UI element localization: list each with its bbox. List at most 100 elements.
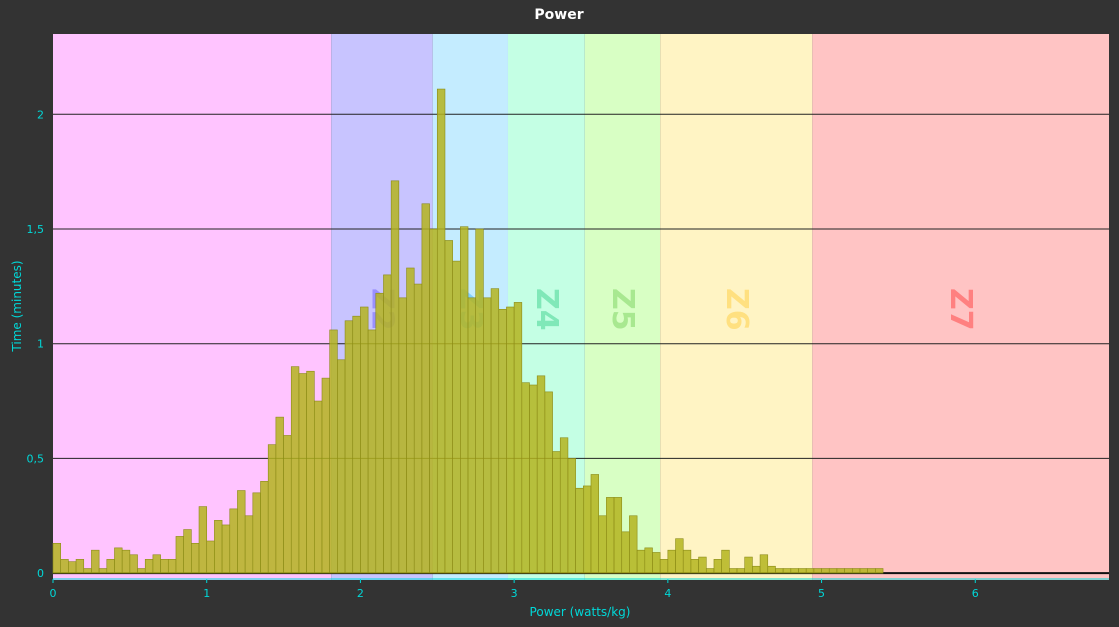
histogram-bar <box>559 437 569 574</box>
zone-band-7 <box>812 34 1109 580</box>
histogram-bar <box>460 226 469 574</box>
histogram-bar <box>875 568 884 574</box>
histogram-bar <box>506 306 515 574</box>
histogram-bar <box>152 554 161 574</box>
histogram-bar <box>782 568 792 574</box>
histogram-bar <box>198 506 208 574</box>
histogram-bar <box>867 568 876 574</box>
x-tick-label: 0 <box>50 587 57 600</box>
histogram-bar <box>121 549 131 574</box>
histogram-bar <box>744 556 753 574</box>
histogram-bar <box>429 228 438 574</box>
histogram-bar <box>705 568 715 574</box>
histogram-bar <box>521 382 530 574</box>
histogram-bar <box>836 568 845 574</box>
histogram-bar <box>436 88 446 574</box>
zone-label-z6: Z6 <box>719 288 754 331</box>
chart-title: Power <box>534 7 583 23</box>
histogram-bar <box>175 536 184 574</box>
histogram-bar <box>675 538 684 574</box>
histogram-bar <box>352 315 361 574</box>
y-tick-label: 1,5 <box>27 223 45 236</box>
histogram-bar <box>713 559 722 574</box>
histogram-bar <box>83 568 92 574</box>
histogram-bar <box>629 515 638 574</box>
histogram-bar <box>60 559 69 574</box>
histogram-bar <box>682 549 692 574</box>
histogram-bar <box>805 568 815 574</box>
histogram-bar <box>467 297 477 574</box>
histogram-bar <box>321 377 330 574</box>
histogram-bar <box>413 283 423 574</box>
histogram-bar <box>659 559 669 574</box>
histogram-bar <box>114 547 123 574</box>
histogram-bar <box>421 203 430 574</box>
histogram-bar <box>606 497 615 574</box>
histogram-bar <box>636 549 646 574</box>
histogram-bars <box>52 88 884 574</box>
histogram-bar <box>729 568 738 574</box>
histogram-bar <box>798 568 807 574</box>
histogram-bar <box>767 565 776 574</box>
histogram-bar <box>206 540 215 574</box>
histogram-bar <box>160 559 169 574</box>
histogram-bar <box>736 568 746 574</box>
histogram-bar <box>775 568 784 574</box>
axes: 0 1 2 3 4 5 6 0 0,5 1 1,5 2 <box>27 108 1109 600</box>
histogram-bar <box>567 458 576 574</box>
y-tick-label: 2 <box>37 108 44 121</box>
histogram-bar <box>598 515 607 574</box>
histogram-bar <box>821 568 830 574</box>
histogram-bar <box>267 444 277 574</box>
histogram-bar <box>214 520 223 574</box>
histogram-bar <box>221 524 231 574</box>
y-tick-label: 0 <box>37 567 44 580</box>
histogram-bar <box>828 568 838 574</box>
histogram-bar <box>383 274 392 574</box>
histogram-bar <box>344 320 354 574</box>
histogram-bar <box>698 556 707 574</box>
histogram-bar <box>690 559 699 574</box>
histogram-bar <box>314 400 323 574</box>
histogram-bar <box>298 373 307 574</box>
histogram-bar <box>275 416 284 574</box>
histogram-bar <box>390 180 400 574</box>
histogram-bar <box>52 542 61 574</box>
histogram-bar <box>552 451 561 574</box>
x-tick-label: 2 <box>357 587 364 600</box>
histogram-bar <box>575 487 584 574</box>
histogram-bar <box>498 308 507 574</box>
histogram-bar <box>290 366 300 574</box>
zone-label-z5: Z5 <box>605 288 640 331</box>
y-axis-label: Time (minutes) <box>10 260 24 352</box>
histogram-bar <box>652 552 661 574</box>
histogram-bar <box>283 435 292 574</box>
histogram-bar <box>244 515 254 574</box>
histogram-bar <box>667 549 676 574</box>
histogram-bar <box>452 260 461 574</box>
histogram-bar <box>329 329 338 574</box>
zone-label-z4: Z4 <box>529 288 564 331</box>
x-tick-label: 1 <box>203 587 210 600</box>
histogram-bar <box>513 302 523 574</box>
zone-label-z7: Z7 <box>943 288 978 331</box>
histogram-bar <box>252 492 261 574</box>
histogram-bar <box>167 559 177 574</box>
histogram-bar <box>191 542 200 574</box>
histogram-bar <box>644 547 653 574</box>
histogram-bar <box>583 485 592 574</box>
x-tick-label: 5 <box>818 587 825 600</box>
histogram-bar <box>844 568 853 574</box>
histogram-bar <box>237 490 246 574</box>
histogram-bar <box>137 568 146 574</box>
zone-band-6 <box>660 34 813 580</box>
histogram-bar <box>306 370 315 574</box>
histogram-bar <box>590 474 599 574</box>
histogram-bar <box>621 531 630 574</box>
x-tick-label: 4 <box>664 587 671 600</box>
histogram-bar <box>68 561 77 574</box>
histogram-bar <box>721 549 730 574</box>
histogram-bar <box>144 559 154 574</box>
